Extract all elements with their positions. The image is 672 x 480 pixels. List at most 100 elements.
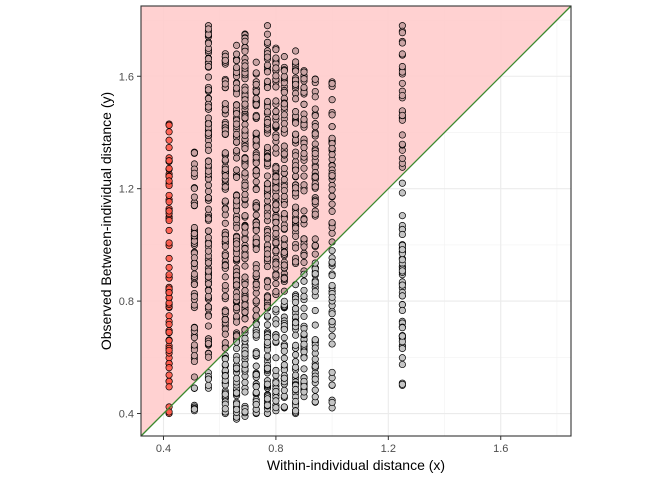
data-point xyxy=(398,354,406,362)
data-point xyxy=(280,150,288,158)
data-point xyxy=(272,64,280,72)
data-point xyxy=(190,259,198,267)
data-point xyxy=(300,312,308,320)
data-point xyxy=(272,218,280,227)
data-point xyxy=(204,25,213,33)
data-point xyxy=(204,103,213,111)
data-point xyxy=(292,244,300,252)
x-tick-label: 0.8 xyxy=(268,443,283,455)
data-point xyxy=(311,336,319,344)
data-point xyxy=(233,293,241,301)
data-point xyxy=(292,152,300,160)
data-point xyxy=(233,84,241,92)
data-point xyxy=(292,298,300,306)
data-point xyxy=(252,136,260,144)
data-point xyxy=(328,340,336,348)
data-point xyxy=(300,115,308,123)
data-point xyxy=(241,251,249,259)
highlight-point xyxy=(165,289,173,297)
data-point xyxy=(292,305,300,313)
highlight-point xyxy=(165,128,173,136)
data-points xyxy=(165,22,406,423)
data-point xyxy=(252,80,260,89)
data-point xyxy=(328,381,336,389)
data-point xyxy=(190,334,198,342)
data-point xyxy=(190,184,198,192)
data-point xyxy=(221,149,229,157)
data-point xyxy=(272,239,280,247)
data-point xyxy=(221,242,229,251)
data-point xyxy=(292,108,300,116)
data-point xyxy=(311,105,319,113)
data-point xyxy=(252,69,260,77)
data-point xyxy=(328,123,336,131)
data-point xyxy=(221,405,229,413)
data-point xyxy=(204,215,213,223)
data-point xyxy=(272,320,280,328)
data-point xyxy=(300,292,308,300)
data-point xyxy=(328,310,336,318)
data-point xyxy=(190,352,198,360)
data-point xyxy=(263,77,272,85)
data-point xyxy=(272,201,280,209)
data-point xyxy=(241,145,249,153)
data-point xyxy=(233,356,241,364)
data-point xyxy=(263,235,272,243)
data-point xyxy=(300,172,308,180)
data-point xyxy=(398,39,406,47)
data-point xyxy=(221,307,229,316)
data-point xyxy=(328,192,336,200)
x-axis-title: Within-individual distance (x) xyxy=(267,457,445,473)
data-point xyxy=(280,403,288,411)
data-point xyxy=(252,203,260,211)
data-point xyxy=(221,80,229,88)
data-point xyxy=(292,119,300,127)
data-point xyxy=(221,330,229,338)
data-point xyxy=(204,287,213,295)
data-point xyxy=(280,53,288,61)
data-point xyxy=(233,147,241,155)
data-point xyxy=(300,251,308,260)
data-point xyxy=(328,293,336,301)
data-point xyxy=(280,187,288,195)
data-point xyxy=(292,216,300,224)
data-point xyxy=(300,83,308,92)
data-point xyxy=(221,56,229,64)
data-point xyxy=(292,80,300,88)
y-tick-label: 1.2 xyxy=(119,184,134,196)
data-point xyxy=(252,383,260,391)
data-point xyxy=(280,248,288,256)
data-point xyxy=(311,123,319,131)
data-point xyxy=(300,164,308,172)
data-point xyxy=(263,352,272,360)
data-point xyxy=(263,278,272,286)
data-point xyxy=(263,395,272,403)
data-point xyxy=(398,267,406,275)
data-point xyxy=(221,165,229,173)
data-point xyxy=(292,341,300,349)
data-point xyxy=(221,205,229,213)
data-point xyxy=(241,273,249,281)
data-point xyxy=(328,281,336,290)
data-point xyxy=(263,380,272,388)
data-point xyxy=(204,55,213,63)
data-point xyxy=(233,120,241,128)
data-point xyxy=(280,287,288,295)
data-point xyxy=(300,354,308,362)
data-point xyxy=(204,120,213,128)
data-point xyxy=(272,72,280,80)
data-point xyxy=(241,326,249,334)
data-point xyxy=(252,211,260,219)
data-point xyxy=(280,325,288,333)
data-point xyxy=(221,235,229,243)
data-point xyxy=(190,324,198,332)
highlight-point xyxy=(165,157,173,165)
data-point xyxy=(311,235,319,243)
data-point xyxy=(190,373,198,381)
data-point xyxy=(190,270,198,278)
data-point xyxy=(398,140,406,148)
data-point xyxy=(204,39,213,47)
data-point xyxy=(233,41,241,49)
data-point xyxy=(292,397,300,406)
data-point xyxy=(241,212,249,220)
